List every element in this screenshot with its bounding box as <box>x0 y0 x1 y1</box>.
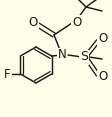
Text: N: N <box>58 49 66 62</box>
Text: O: O <box>98 33 108 46</box>
Text: F: F <box>4 68 11 80</box>
Text: O: O <box>72 15 82 29</box>
Text: S: S <box>80 51 88 64</box>
Text: O: O <box>98 71 108 84</box>
Text: O: O <box>28 15 38 29</box>
